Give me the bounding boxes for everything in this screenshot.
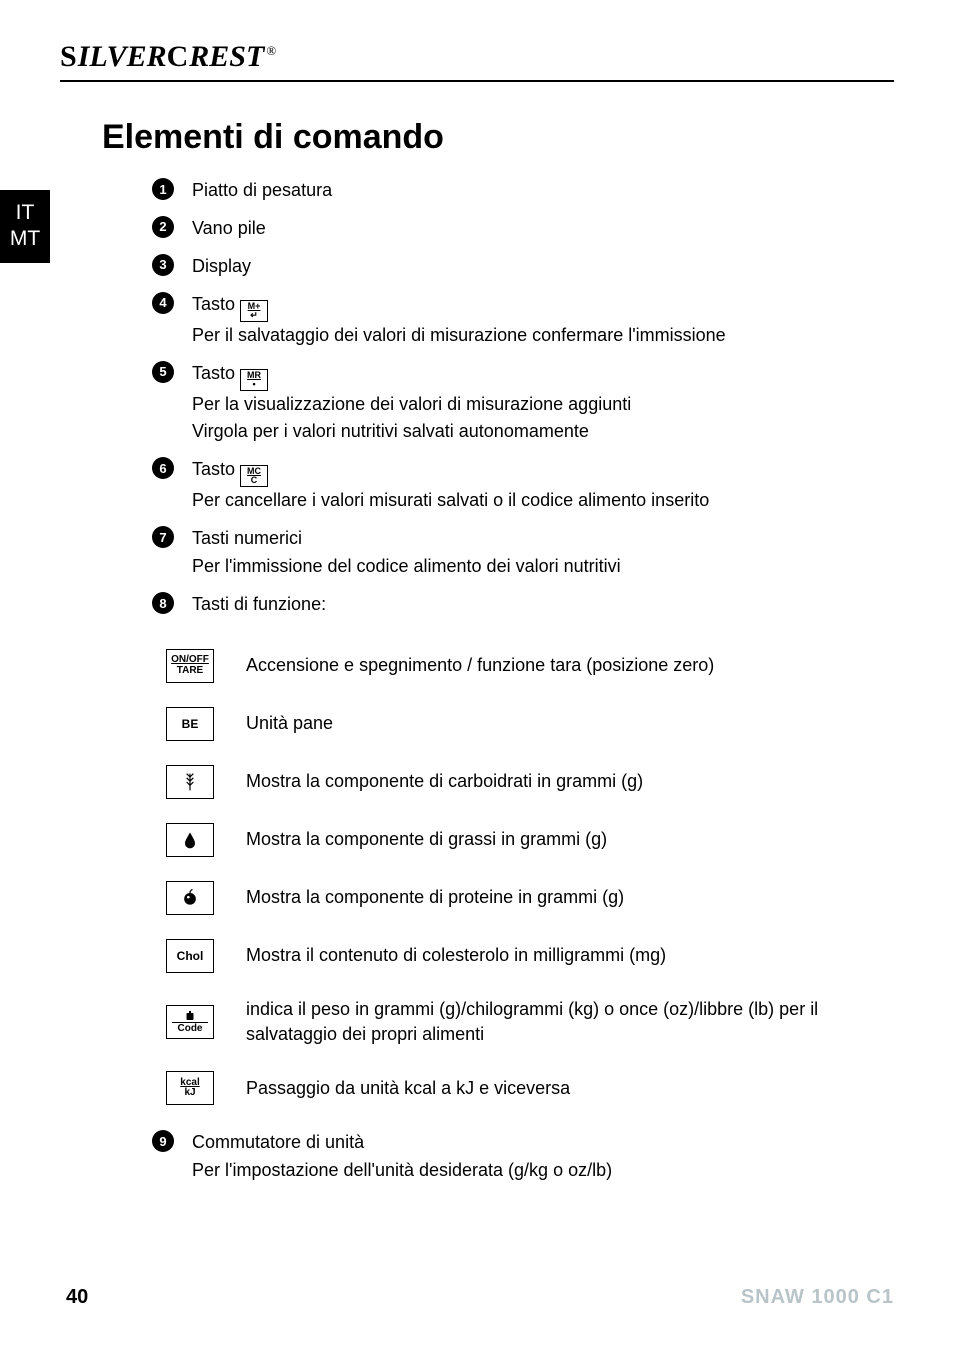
item-title: Commutatore di unità	[192, 1132, 364, 1152]
item-body-3: Display	[192, 253, 251, 281]
item-desc: Per il salvataggio dei valori di misuraz…	[192, 325, 726, 345]
wheat-icon	[180, 772, 200, 792]
item-title: Tasto	[192, 459, 240, 479]
item-title: Piatto di pesatura	[192, 180, 332, 200]
item-badge-3: 3	[152, 254, 174, 276]
func-row: Chol Mostra il contenuto di colesterolo …	[166, 939, 894, 973]
func-row: Mostra la componente di proteine in gram…	[166, 881, 894, 915]
key-line2: Code	[172, 1022, 209, 1035]
list-item: 2 Vano pile	[152, 215, 894, 243]
item-body-6: Tasto MC C Per cancellare i valori misur…	[192, 456, 709, 515]
func-desc: Mostra la componente di carboidrati in g…	[246, 769, 894, 794]
key-be: BE	[166, 707, 214, 741]
item-desc: Per l'immissione del codice alimento dei…	[192, 556, 621, 576]
item-badge-1: 1	[152, 178, 174, 200]
lang-it: IT	[0, 200, 50, 226]
key-fat-icon	[166, 823, 214, 857]
func-row: BE Unità pane	[166, 707, 894, 741]
list-item: 8 Tasti di funzione:	[152, 591, 894, 619]
item-title: Tasto	[192, 363, 240, 383]
logo-rest: REST	[189, 40, 264, 73]
item-desc: Per la visualizzazione dei valori di mis…	[192, 394, 631, 442]
page-footer: 40 SNAW 1000 C1	[66, 1286, 894, 1309]
item-desc: Per l'impostazione dell'unità desiderata…	[192, 1160, 612, 1180]
key-line2: kJ	[184, 1088, 195, 1099]
logo-c: C	[167, 40, 190, 73]
logo-reg: ®	[266, 43, 277, 58]
func-desc: Mostra la componente di grassi in grammi…	[246, 827, 894, 852]
key-chol: Chol	[166, 939, 214, 973]
func-desc: indica il peso in grammi (g)/chilogrammi…	[246, 997, 894, 1047]
func-desc: Mostra la componente di proteine in gram…	[246, 885, 894, 910]
key-mr: MR •	[240, 369, 268, 391]
list-item: 6 Tasto MC C Per cancellare i valori mis…	[152, 456, 894, 515]
key-bot: C	[251, 476, 258, 485]
item-title: Vano pile	[192, 218, 266, 238]
item-desc: Per cancellare i valori misurati salvati…	[192, 490, 709, 510]
item-title: Tasti di funzione:	[192, 594, 326, 614]
key-on-off-tare: ON/OFF TARE	[166, 649, 214, 683]
item-body-2: Vano pile	[192, 215, 266, 243]
func-row: Mostra la componente di grassi in grammi…	[166, 823, 894, 857]
key-bot: •	[252, 380, 255, 389]
key-weight-code: Code	[166, 1005, 214, 1039]
function-key-table: ON/OFF TARE Accensione e spegnimento / f…	[166, 649, 894, 1105]
list-item: 5 Tasto MR • Per la visualizzazione dei …	[152, 360, 894, 447]
list-item: 9 Commutatore di unità Per l'impostazion…	[152, 1129, 894, 1185]
key-line2: TARE	[177, 666, 203, 677]
key-mc: MC C	[240, 465, 268, 487]
brand-logo: SILVERCREST®	[60, 40, 894, 74]
func-row: ON/OFF TARE Accensione e spegnimento / f…	[166, 649, 894, 683]
item-body-8: Tasti di funzione:	[192, 591, 326, 619]
model-number: SNAW 1000 C1	[741, 1286, 894, 1309]
page-content: SILVERCREST® Elementi di comando 1 Piatt…	[0, 0, 954, 1235]
logo-underline	[60, 80, 894, 82]
item-badge-2: 2	[152, 216, 174, 238]
item-title: Tasti numerici	[192, 528, 302, 548]
controls-list-continued: 9 Commutatore di unità Per l'impostazion…	[152, 1129, 894, 1185]
key-line1: Chol	[177, 950, 204, 963]
item-badge-9: 9	[152, 1130, 174, 1152]
item-badge-8: 8	[152, 592, 174, 614]
item-body-1: Piatto di pesatura	[192, 177, 332, 205]
list-item: 3 Display	[152, 253, 894, 281]
key-line1: BE	[182, 718, 199, 731]
controls-list: 1 Piatto di pesatura 2 Vano pile 3 Displ…	[152, 177, 894, 619]
language-tab: IT MT	[0, 190, 50, 263]
page-number: 40	[66, 1286, 88, 1309]
item-badge-6: 6	[152, 457, 174, 479]
item-body-5: Tasto MR • Per la visualizzazione dei va…	[192, 360, 631, 447]
item-badge-4: 4	[152, 292, 174, 314]
item-title: Display	[192, 256, 251, 276]
logo-ilver: ILVER	[78, 40, 167, 73]
scale-icon	[183, 1010, 197, 1022]
func-desc: Unità pane	[246, 711, 894, 736]
item-badge-5: 5	[152, 361, 174, 383]
key-protein-icon	[166, 881, 214, 915]
key-m-plus: M+ ↵	[240, 300, 268, 322]
list-item: 4 Tasto M+ ↵ Per il salvataggio dei valo…	[152, 291, 894, 350]
drop-icon	[180, 830, 200, 850]
key-bot: ↵	[250, 311, 258, 320]
protein-icon	[180, 888, 200, 908]
func-row: kcal kJ Passaggio da unità kcal a kJ e v…	[166, 1071, 894, 1105]
list-item: 7 Tasti numerici Per l'immissione del co…	[152, 525, 894, 581]
func-desc: Accensione e spegnimento / funzione tara…	[246, 653, 894, 678]
item-body-4: Tasto M+ ↵ Per il salvataggio dei valori…	[192, 291, 726, 350]
lang-mt: MT	[0, 226, 50, 252]
item-title: Tasto	[192, 294, 240, 314]
func-desc: Mostra il contenuto di colesterolo in mi…	[246, 943, 894, 968]
func-row: Code indica il peso in grammi (g)/chilog…	[166, 997, 894, 1047]
section-heading: Elementi di comando	[102, 118, 894, 157]
item-body-9: Commutatore di unità Per l'impostazione …	[192, 1129, 612, 1185]
logo-s: S	[60, 40, 78, 73]
func-desc: Passaggio da unità kcal a kJ e viceversa	[246, 1076, 894, 1101]
item-body-7: Tasti numerici Per l'immissione del codi…	[192, 525, 621, 581]
func-row: Mostra la componente di carboidrati in g…	[166, 765, 894, 799]
key-carbs-icon	[166, 765, 214, 799]
key-kcal-kj: kcal kJ	[166, 1071, 214, 1105]
item-badge-7: 7	[152, 526, 174, 548]
list-item: 1 Piatto di pesatura	[152, 177, 894, 205]
